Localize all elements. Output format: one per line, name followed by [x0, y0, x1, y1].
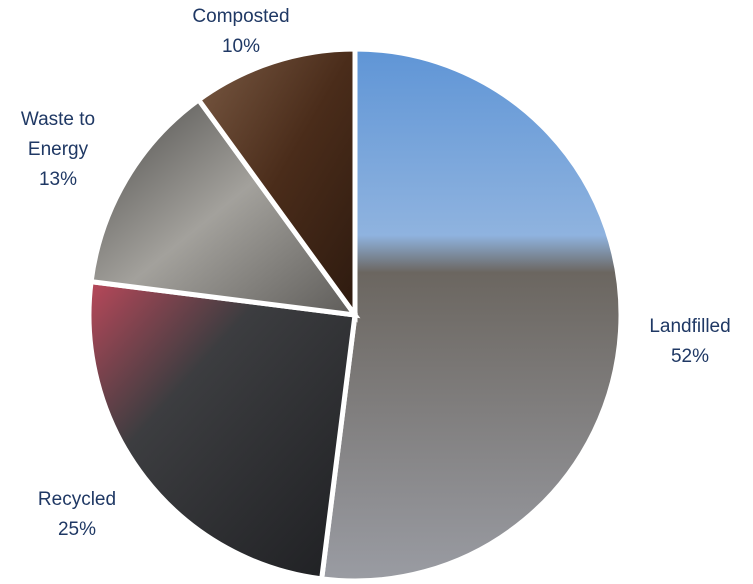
percent-label: 13% — [38, 169, 78, 190]
pie-slice — [88, 96, 361, 319]
category-name: Waste to Energy — [20, 109, 96, 160]
slice-label: Waste to Energy 13% — [8, 105, 108, 195]
slice-label: Recycled 25% — [27, 485, 127, 545]
pie-slice — [195, 46, 358, 323]
pie-slice — [318, 46, 624, 584]
percent-label: 52% — [670, 346, 710, 367]
percent-label: 10% — [221, 36, 261, 57]
category-name: Recycled — [37, 489, 117, 510]
pie-slice — [86, 278, 358, 582]
percent-label: 25% — [57, 519, 97, 540]
slice-label: Composted 10% — [191, 2, 291, 62]
slice-label: Landfilled 52% — [640, 312, 740, 372]
category-name: Composted — [192, 6, 290, 27]
category-name: Landfilled — [649, 316, 731, 337]
